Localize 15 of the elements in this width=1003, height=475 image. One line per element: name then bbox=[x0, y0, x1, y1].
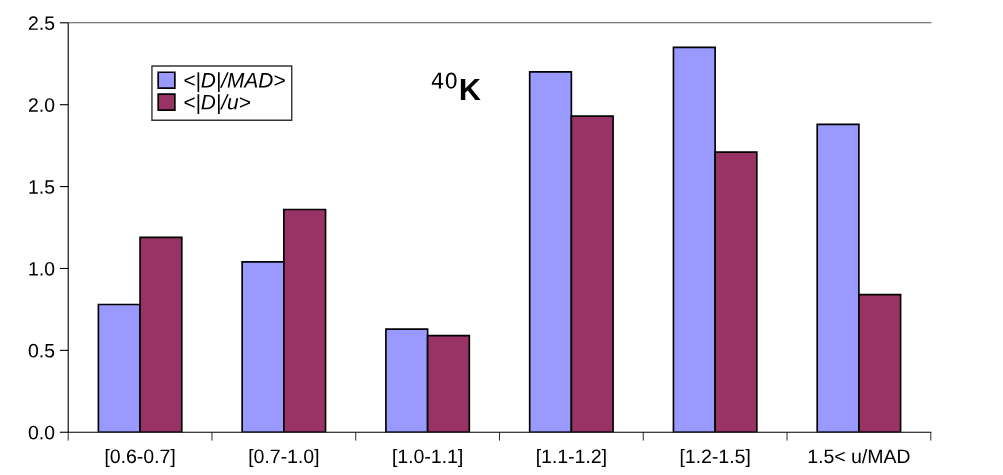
y-tick-label: 0.0 bbox=[28, 425, 55, 440]
x-tick-label: [1.2-1.5] bbox=[680, 448, 750, 468]
y-tick-label: 0.5 bbox=[28, 343, 55, 358]
y-tick-label: 1.0 bbox=[29, 261, 55, 276]
x-tick-label: [0.6-0.7] bbox=[105, 448, 175, 468]
annotation: $^{40}$K bbox=[431, 72, 481, 101]
y-tick-label: 1.5 bbox=[29, 180, 55, 194]
y-tick-label: 2.0 bbox=[28, 98, 55, 112]
y-tick-label: 2.5 bbox=[28, 16, 55, 31]
x-tick-label: [1.0-1.1] bbox=[393, 448, 462, 468]
x-tick-label: [1.1-1.2] bbox=[537, 448, 606, 468]
legend-label: <|D|/u> bbox=[184, 94, 251, 114]
x-tick-label: 1.5< u/MAD bbox=[808, 448, 910, 464]
legend-label: <|D|/MAD> bbox=[184, 72, 285, 93]
x-tick-label: [0.7-1.0] bbox=[249, 448, 319, 468]
